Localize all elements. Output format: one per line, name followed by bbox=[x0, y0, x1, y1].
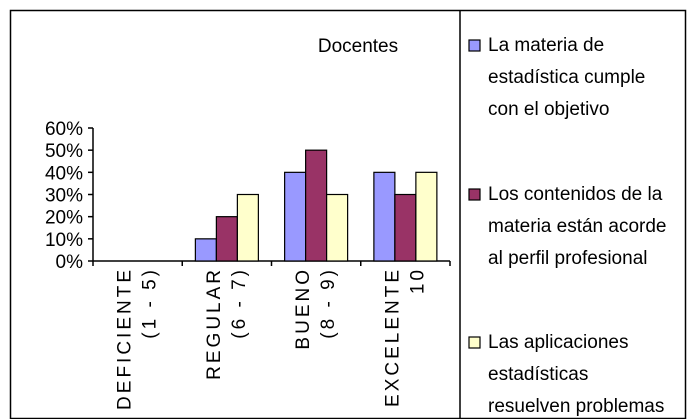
legend-label: La materia de bbox=[488, 35, 604, 56]
y-tick-label: 0% bbox=[56, 252, 84, 273]
category-label-line1: BUENO bbox=[293, 267, 314, 350]
bars-group bbox=[194, 149, 438, 262]
category-label-line1: EXCELENTE bbox=[382, 267, 403, 407]
x-axis: DEFICIENTE (1 - 5) REGULAR (6 - 7) BUENO (8 -… bbox=[92, 260, 451, 410]
legend-swatch bbox=[468, 336, 481, 349]
category-label-line2: (8 - 9) bbox=[318, 267, 339, 339]
legend-label: al perfil profesional bbox=[488, 248, 647, 269]
category-label-line2: (1 - 5) bbox=[140, 267, 161, 339]
chart-title: Docentes bbox=[318, 36, 398, 57]
legend-label: estadística cumple bbox=[488, 67, 645, 88]
bar bbox=[415, 171, 438, 262]
y-axis: 0%10%20%30%40%50%60% bbox=[45, 119, 94, 273]
y-tick-label: 50% bbox=[45, 141, 83, 162]
legend-swatch bbox=[468, 39, 481, 52]
y-tick-label: 40% bbox=[45, 163, 83, 184]
legend-label: con el objetivo bbox=[488, 99, 609, 120]
category-label: DEFICIENTE (1 - 5) bbox=[115, 267, 161, 410]
bar bbox=[194, 238, 217, 262]
legend-label: Los contenidos de la bbox=[488, 184, 663, 205]
category-label-line2: (6 - 7) bbox=[229, 267, 250, 339]
category-label: EXCELENTE 10 bbox=[382, 267, 428, 407]
bar bbox=[394, 193, 417, 262]
legend-label: materia están acorde bbox=[488, 216, 667, 237]
bar bbox=[373, 171, 396, 262]
bar bbox=[215, 216, 238, 262]
legend: La materia de estadística cumple con el ob… bbox=[468, 35, 667, 417]
y-tick-label: 60% bbox=[45, 119, 83, 140]
legend-label: resuelven problemas bbox=[488, 396, 664, 417]
category-label: REGULAR (6 - 7) bbox=[204, 267, 250, 380]
legend-label: Las aplicaciones bbox=[488, 332, 628, 353]
bar bbox=[284, 171, 307, 262]
bar bbox=[326, 193, 349, 262]
y-tick-label: 10% bbox=[45, 230, 83, 251]
y-tick-label: 30% bbox=[45, 186, 83, 207]
legend-label: estadísticas bbox=[488, 364, 588, 385]
bar bbox=[305, 149, 328, 262]
category-label-line1: DEFICIENTE bbox=[115, 267, 136, 410]
category-label-line1: REGULAR bbox=[204, 267, 225, 380]
category-label: BUENO (8 - 9) bbox=[293, 267, 339, 350]
legend-swatch bbox=[468, 188, 481, 201]
y-tick-label: 20% bbox=[45, 208, 83, 229]
bar bbox=[236, 193, 259, 262]
category-label-line2: 10 bbox=[407, 267, 428, 294]
